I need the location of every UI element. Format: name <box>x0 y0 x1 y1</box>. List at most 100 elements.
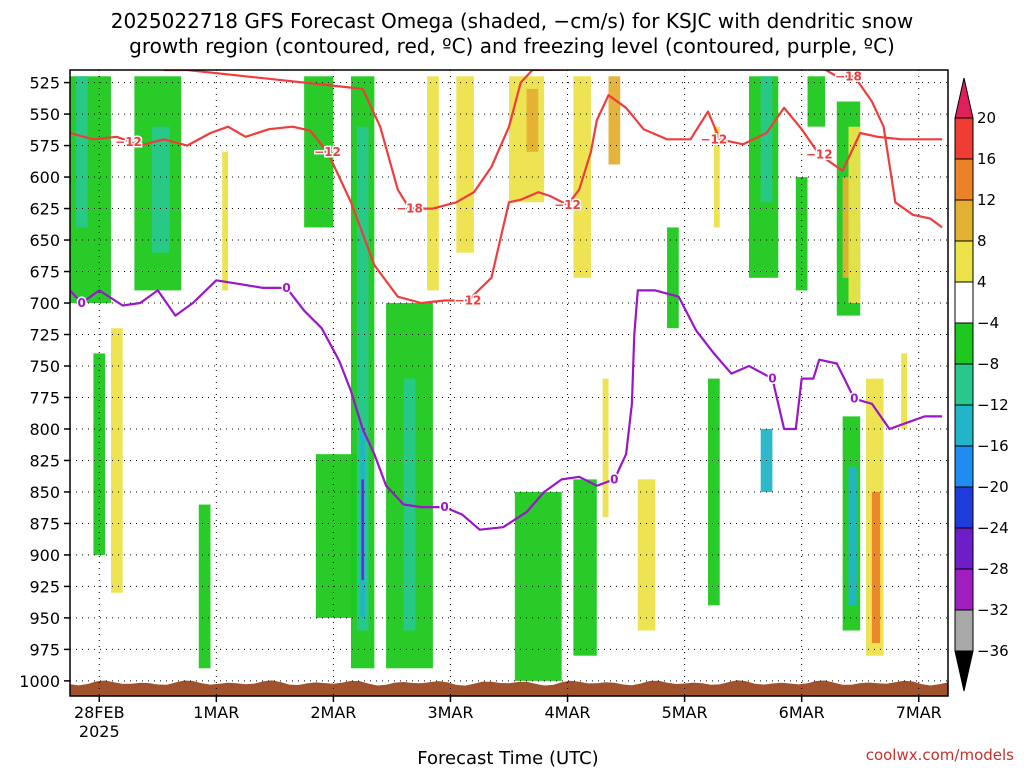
y-tick-label: 975 <box>29 640 60 659</box>
x-tick-sublabel: 2025 <box>79 722 120 741</box>
y-tick-label: 775 <box>29 388 60 407</box>
dgz-contour-label: −12 <box>115 135 142 149</box>
dgz-contour-line <box>163 70 943 229</box>
colorbar-label: −20 <box>977 478 1009 496</box>
x-tick-label: 6MAR <box>779 703 825 722</box>
x-axis-label: Forecast Time (UTC) <box>417 748 598 768</box>
dgz-contour-line <box>70 94 943 305</box>
omega-cell <box>848 466 857 606</box>
contours: −12 −12 −12 −12 −12 −12 −18 −18 0 0 0 0 0 0 <box>70 69 943 531</box>
colorbar-label: 20 <box>977 109 996 127</box>
x-tick-label: 5MAR <box>662 703 708 722</box>
y-axis: 525 550 575 600 625 650 675 700 725 750 775 800 825 8… <box>19 74 70 691</box>
colorbar-swatch <box>954 117 974 160</box>
omega-cell <box>708 378 720 606</box>
omega-cell <box>713 126 720 228</box>
y-tick-label: 725 <box>29 326 60 345</box>
freezing-level-label: 0 <box>610 472 618 486</box>
colorbar-label: 16 <box>977 150 996 168</box>
omega-cell <box>356 126 369 631</box>
y-tick-label: 925 <box>29 577 60 596</box>
chart-title-line2: growth region (contoured, red, ºC) and f… <box>129 34 895 58</box>
y-tick-label: 750 <box>29 357 60 376</box>
y-tick-label: 1000 <box>19 672 60 691</box>
colorbar-label: −24 <box>977 519 1009 537</box>
chart-title-line1: 2025022718 GFS Forecast Omega (shaded, −… <box>111 9 914 33</box>
y-tick-label: 700 <box>29 294 60 313</box>
y-tick-label: 525 <box>29 74 60 93</box>
omega-cell <box>456 76 474 253</box>
omega-cell <box>602 378 609 518</box>
colorbar-swatch <box>954 568 974 611</box>
y-tick-label: 650 <box>29 231 60 250</box>
colorbar: 20 16 12 8 4 −4 −8 −12 −16 −20 −24 −28 −32 −36 <box>954 77 1009 692</box>
x-tick-label: 2MAR <box>310 703 356 722</box>
colorbar-label: −4 <box>977 314 999 332</box>
freezing-level-label: 0 <box>440 500 448 514</box>
colorbar-swatch <box>954 199 974 242</box>
omega-cell <box>608 76 621 165</box>
y-tick-label: 625 <box>29 200 60 219</box>
omega-cell <box>361 479 364 581</box>
omega-cell <box>75 76 88 228</box>
y-tick-label: 675 <box>29 263 60 282</box>
freezing-level-label: 0 <box>78 296 86 310</box>
credit-link[interactable]: coolwx.com/models <box>866 746 1014 764</box>
colorbar-label: −32 <box>977 601 1009 619</box>
omega-cell <box>573 479 597 656</box>
freezing-level-label: 0 <box>282 281 290 295</box>
x-tick-label: 4MAR <box>545 703 591 722</box>
omega-cell <box>667 227 679 329</box>
omega-cell <box>848 126 861 304</box>
colorbar-swatch <box>954 609 974 652</box>
dgz-contour-label: −18 <box>835 69 862 83</box>
colorbar-label: −16 <box>977 437 1009 455</box>
omega-cell <box>222 151 229 291</box>
x-tick-label: 3MAR <box>427 703 473 722</box>
y-tick-label: 950 <box>29 609 60 628</box>
colorbar-label: −8 <box>977 355 999 373</box>
freezing-level-label: 0 <box>850 392 858 406</box>
omega-cell <box>151 126 170 253</box>
y-tick-label: 825 <box>29 451 60 470</box>
x-tick-label: 1MAR <box>193 703 239 722</box>
colorbar-swatch <box>954 445 974 488</box>
colorbar-label: −12 <box>977 396 1009 414</box>
x-tick-label: 28FEB <box>74 703 125 722</box>
omega-cell <box>795 177 808 291</box>
colorbar-swatch <box>954 486 974 529</box>
dgz-contour-label: −18 <box>396 202 423 216</box>
freezing-level-label: 0 <box>768 372 776 386</box>
y-tick-label: 550 <box>29 105 60 124</box>
colorbar-bottom-arrow <box>954 650 974 692</box>
dgz-contour-label: −12 <box>700 132 727 146</box>
omega-cell <box>871 491 881 644</box>
y-tick-label: 600 <box>29 168 60 187</box>
omega-cell <box>760 76 773 203</box>
colorbar-label: 4 <box>977 273 987 291</box>
y-tick-label: 575 <box>29 137 60 156</box>
dgz-contour-label: −12 <box>455 293 482 307</box>
omega-cell <box>198 504 211 669</box>
colorbar-swatch <box>954 363 974 406</box>
omega-cell <box>526 88 539 152</box>
y-tick-label: 900 <box>29 546 60 565</box>
dgz-contour-label: −12 <box>554 198 581 212</box>
x-tick-label: 7MAR <box>896 703 942 722</box>
terrain-surface <box>70 680 948 696</box>
colorbar-label: 12 <box>977 191 996 209</box>
omega-cell <box>807 76 826 127</box>
colorbar-swatch <box>954 240 974 283</box>
colorbar-label: −28 <box>977 560 1009 578</box>
dgz-contour-label: −12 <box>314 145 341 159</box>
grid <box>70 70 948 696</box>
plot-frame <box>69 69 949 697</box>
colorbar-label: −36 <box>977 642 1009 660</box>
colorbar-swatch <box>954 404 974 447</box>
colorbar-swatch <box>954 158 974 201</box>
omega-cell <box>842 177 849 278</box>
dgz-contour-label: −12 <box>806 147 833 161</box>
y-tick-label: 800 <box>29 420 60 439</box>
